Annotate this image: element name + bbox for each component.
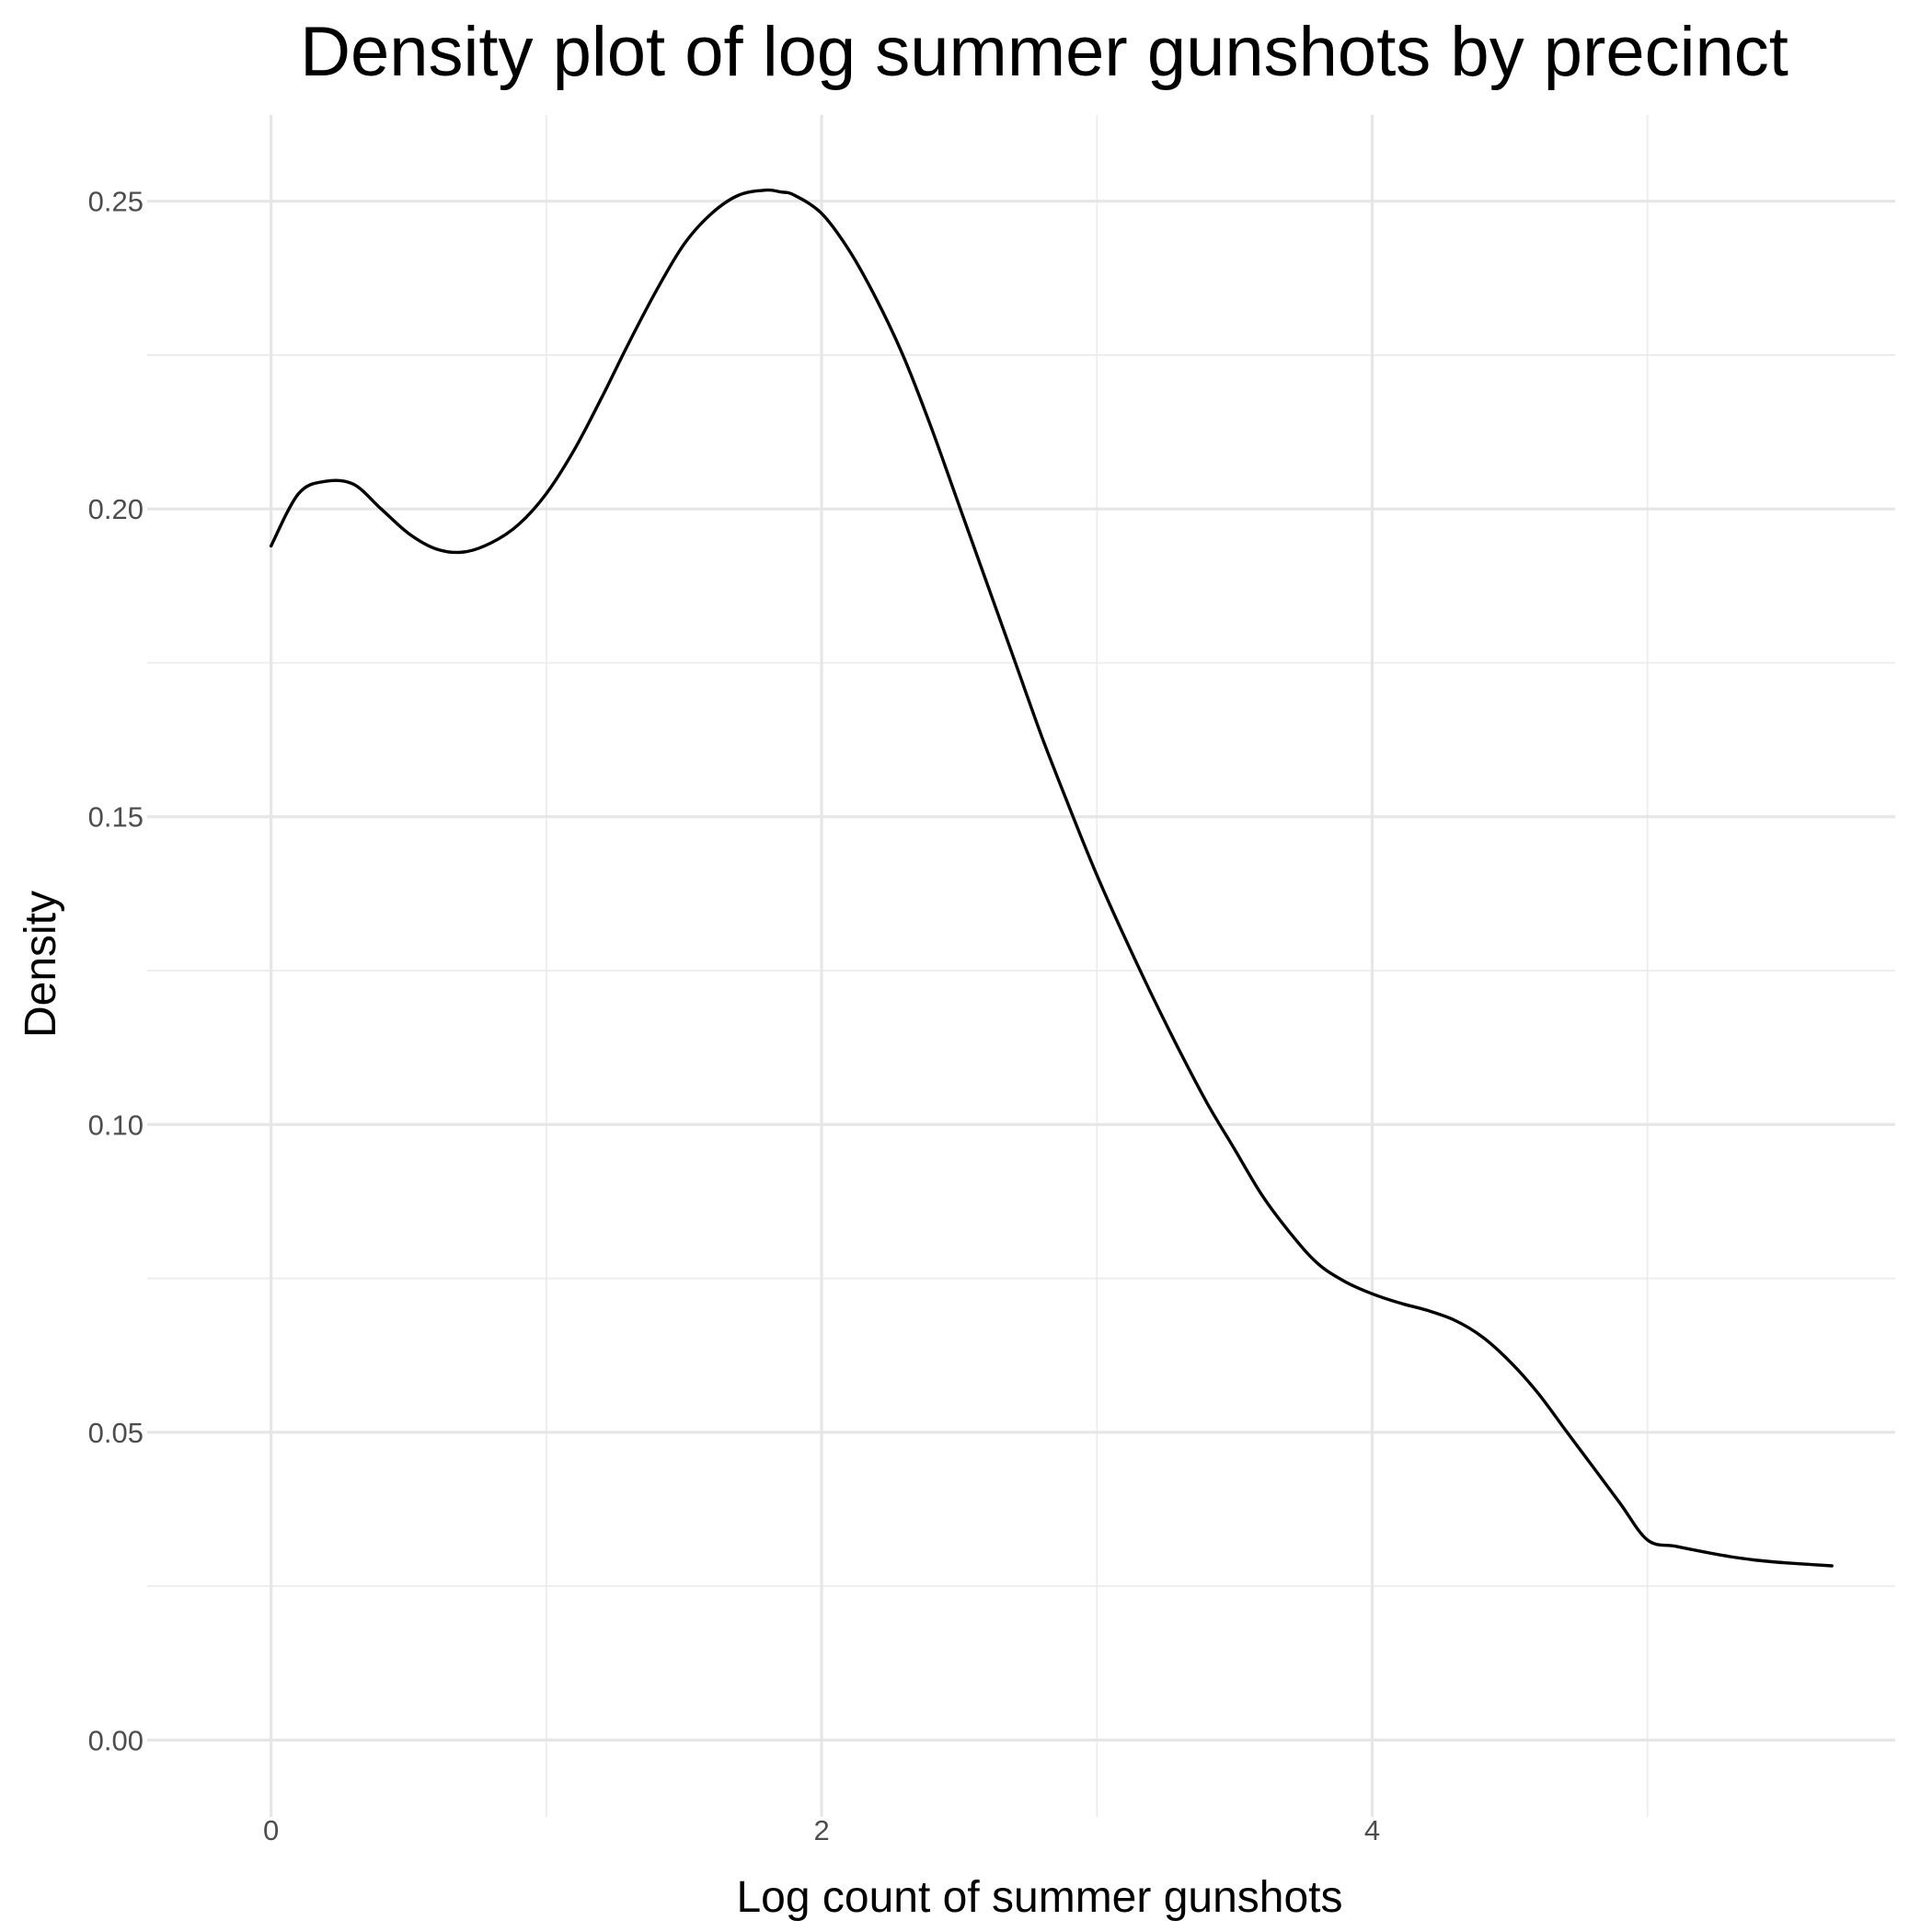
major-gridlines [147,115,1895,1817]
density-curve [269,188,1834,1568]
x-axis-ticks: 0 2 4 [263,1814,1380,1846]
y-tick-label: 0.10 [88,1109,144,1141]
x-tick-label: 2 [813,1814,829,1846]
y-tick-label: 0.20 [88,493,144,525]
x-axis-title: Log count of summer gunshots [736,1873,1342,1922]
minor-gridlines [147,115,1895,1817]
x-tick-label: 4 [1364,1814,1380,1846]
chart-title: Density plot of log summer gunshots by p… [300,13,1788,91]
series-layer [269,188,1834,1568]
y-tick-label: 0.25 [88,186,144,218]
y-tick-label: 0.15 [88,801,144,834]
y-tick-label: 0.00 [88,1724,144,1756]
x-tick-label: 0 [263,1814,279,1846]
y-axis-ticks: 0.00 0.05 0.10 0.15 0.20 0.25 [88,186,144,1757]
y-tick-label: 0.05 [88,1417,144,1449]
y-axis-title: Density [17,891,65,1038]
